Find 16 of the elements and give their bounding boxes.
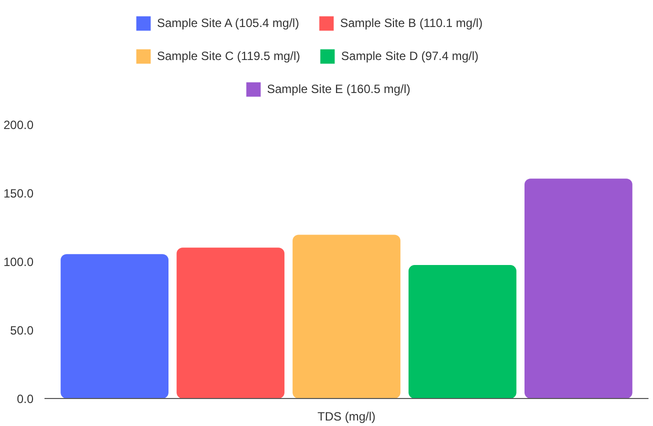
legend-label: Sample Site E (160.5 mg/l) xyxy=(267,82,410,96)
y-tick-label: 100.0 xyxy=(3,255,34,269)
bar xyxy=(176,248,284,398)
y-tick-label: 200.0 xyxy=(3,118,34,132)
legend-label: Sample Site C (119.5 mg/l) xyxy=(157,49,300,63)
legend-label: Sample Site D (97.4 mg/l) xyxy=(341,49,479,63)
y-tick-label: 0.0 xyxy=(16,392,34,406)
bar xyxy=(408,265,516,398)
y-tick-label: 150.0 xyxy=(3,186,34,200)
y-tick-label: 50.0 xyxy=(10,324,34,338)
legend-label: Sample Site A (105.4 mg/l) xyxy=(157,16,300,30)
bar xyxy=(60,254,168,398)
bar xyxy=(524,178,632,398)
x-tick-label: TDS (mg/l) xyxy=(318,410,376,424)
bar xyxy=(292,234,400,398)
legend-label: Sample Site B (110.1 mg/l) xyxy=(340,16,483,30)
